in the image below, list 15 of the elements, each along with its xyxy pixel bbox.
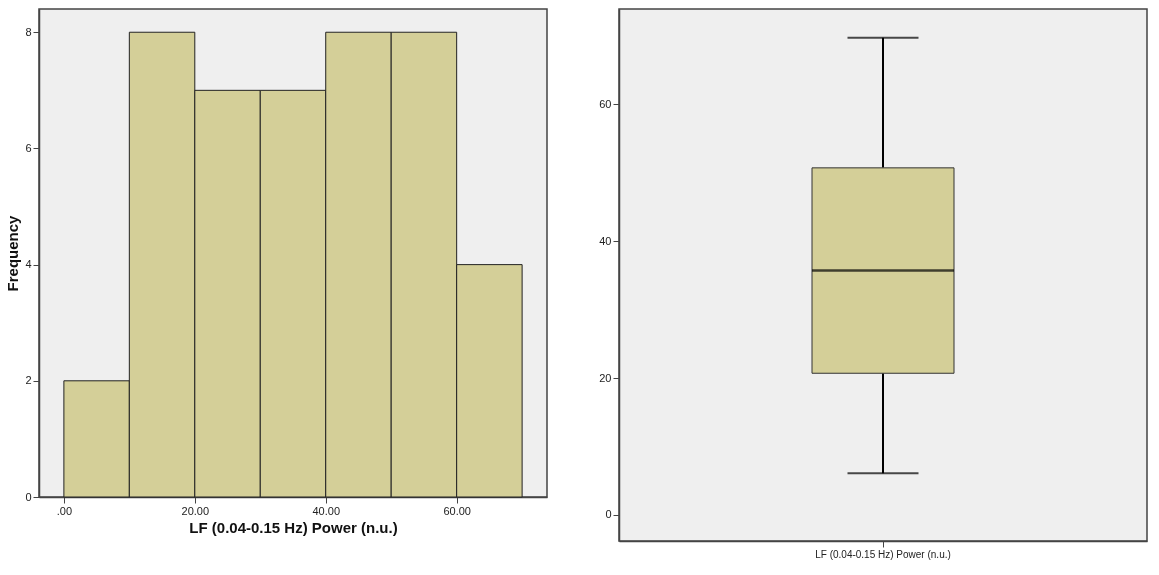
y-axis-title: Frequency: [4, 214, 22, 292]
x-axis-title: LF (0.04-0.15 Hz) Power (n.u.): [189, 518, 398, 536]
y-tick-label: 20: [599, 371, 612, 384]
y-tick-label: 2: [25, 374, 32, 387]
x-tick-label: 60.00: [443, 504, 471, 517]
x-tick-label: 40.00: [312, 504, 340, 517]
x-tick-label: .00: [56, 504, 73, 517]
y-tick-label: 0: [25, 490, 32, 503]
y-tick-label: 4: [25, 258, 32, 271]
y-tick-label: 60: [599, 97, 612, 110]
y-tick-label: 0: [605, 508, 612, 521]
x-tick-label: 20.00: [181, 504, 210, 517]
y-tick-label: 40: [599, 234, 612, 247]
y-tick-label: 8: [25, 25, 32, 38]
y-tick-label: 6: [25, 141, 32, 154]
